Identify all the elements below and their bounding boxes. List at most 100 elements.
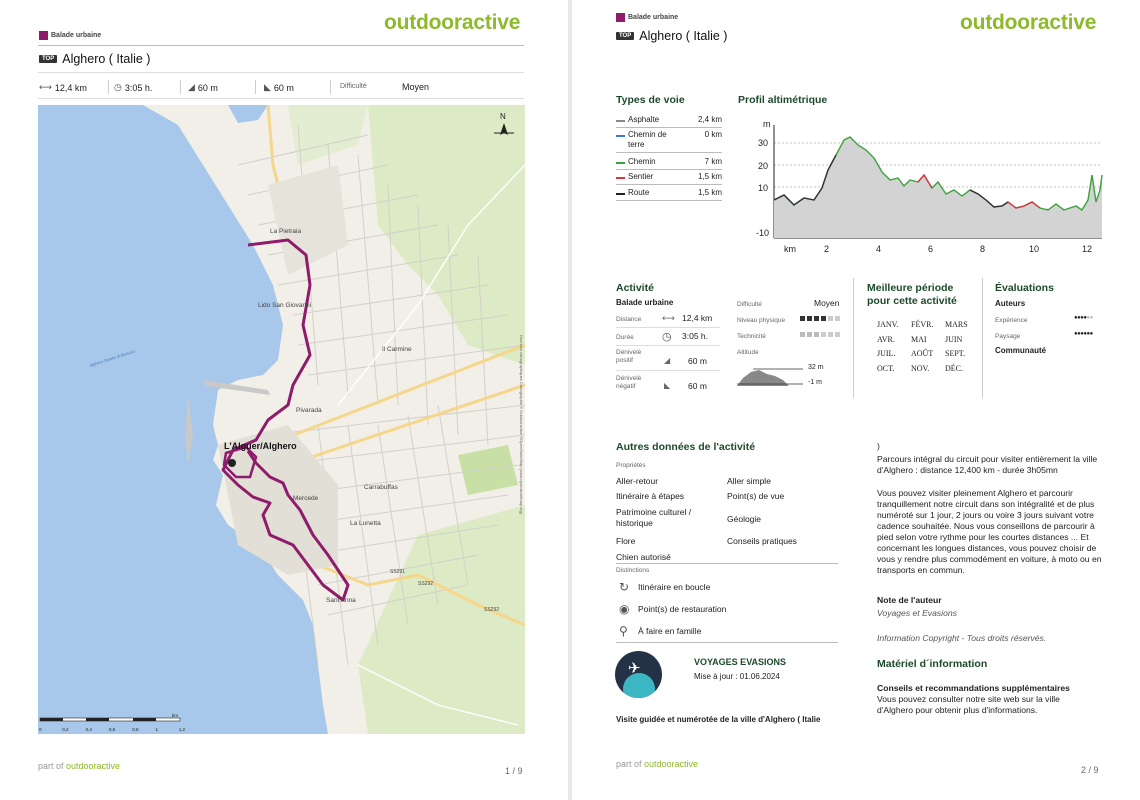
type-name: Chemin de terre — [628, 130, 667, 149]
clock-icon: ◷ — [114, 82, 122, 92]
y-tick: 10 — [758, 183, 768, 193]
distinction-item: À faire en famille — [638, 626, 702, 636]
page-number: 1 / 9 — [505, 766, 523, 776]
scale-tick: 0 — [39, 727, 42, 732]
property-item: Flore — [616, 536, 636, 546]
experience-label: Expérience — [995, 317, 1028, 324]
divider — [616, 563, 838, 564]
descent-label: Dénivelé négatif — [616, 375, 642, 390]
divider — [38, 72, 524, 73]
type-row: Chemin de terre 0 km — [616, 130, 722, 153]
property-item: Aller-retour — [616, 476, 659, 486]
property-item: Aller simple — [727, 476, 771, 486]
brand-logo: outdooractive — [960, 11, 1097, 34]
distance-label: Distance — [616, 316, 642, 323]
property-item: Géologie — [727, 514, 762, 524]
map-label: Carrabuffas — [364, 484, 399, 491]
property-item: Itinéraire à étapes — [616, 491, 685, 501]
type-swatch — [616, 193, 625, 195]
property-item: Chien autorisé — [616, 552, 671, 562]
separator — [853, 278, 854, 398]
category: Balade urbaine — [39, 31, 101, 40]
difficulty-value: Moyen — [814, 298, 840, 308]
clock-icon: ◷ — [662, 331, 672, 343]
page-title: TOP Alghero ( Italie ) — [616, 29, 727, 43]
distinctions-label: Distinctions — [616, 567, 650, 574]
ascent-value: 60 m — [688, 356, 707, 366]
category-label: Balade urbaine — [51, 32, 102, 39]
month-cell: NOV. — [911, 363, 930, 373]
scale-tick: 0,6 — [109, 727, 116, 732]
type-name: Route — [628, 188, 650, 197]
community-label: Communauté — [995, 346, 1047, 355]
physical-label: Niveau physique — [737, 317, 786, 324]
authors-label: Auteurs — [995, 299, 1026, 308]
month-cell: SEPT. — [945, 349, 966, 358]
descent-value: 60 m — [273, 82, 294, 93]
type-value: 1,5 km — [697, 172, 722, 181]
advice-title: Conseils et recommandations supplémentai… — [877, 683, 1070, 693]
ascent-icon: ◢ — [664, 356, 671, 365]
profile-title: Profil altimétrique — [738, 94, 828, 106]
type-row: Chemin 7 km — [616, 157, 722, 170]
trip-subtitle: Visite guidée et numérotée de la ville d… — [616, 715, 821, 724]
type-name: Sentier — [628, 172, 654, 181]
map-label: La Pietraia — [270, 228, 301, 235]
author-avatar: ✈ — [615, 651, 662, 698]
difficulty-label: Difficulté — [737, 301, 762, 308]
type-swatch — [616, 135, 625, 137]
road-label: SS292 — [418, 581, 433, 587]
route-map[interactable]: La Pietraia Lido San Giovanni Il Carmine… — [38, 105, 525, 734]
page-number: 2 / 9 — [1081, 765, 1099, 775]
brand-logo: outdooractive — [384, 11, 521, 34]
month-cell: MAI — [911, 334, 927, 344]
property-item: Conseils pratiques — [727, 536, 797, 546]
descent-value: 60 m — [688, 381, 707, 391]
x-tick: 8 — [980, 244, 985, 254]
x-unit: km — [784, 244, 796, 254]
author-note: Voyages et Evasions — [877, 608, 957, 618]
altitude-icon — [737, 368, 803, 386]
descent-icon: ◣ — [264, 82, 271, 92]
type-swatch — [616, 162, 625, 164]
type-swatch — [616, 120, 625, 122]
start-marker-icon[interactable] — [228, 459, 236, 467]
other-title: Autres données de l'activité — [616, 441, 756, 453]
month-cell: MARS — [945, 320, 968, 329]
alt-max: 32 m — [808, 364, 824, 371]
scale-tick: 0,4 — [86, 727, 93, 732]
landscape-rating: ●●●●●● — [1074, 331, 1093, 337]
map-copyright: Données cartographiques Cartographie © O… — [519, 335, 524, 515]
separator — [330, 80, 331, 94]
title-text: Alghero ( Italie ) — [62, 52, 151, 66]
month-cell: OCT. — [877, 363, 895, 373]
town-label: L'Alguer/Alghero — [224, 441, 297, 451]
scale-tick: 1,2 — [179, 727, 186, 732]
type-value: 1,5 km — [697, 188, 722, 197]
description-1: Parcours intégral du circuit pour visite… — [877, 454, 1098, 475]
distinction-item: Itinéraire en boucle — [638, 582, 711, 592]
north-arrow-icon: N — [494, 112, 514, 135]
y-tick: -10 — [756, 228, 769, 238]
technique-level — [800, 332, 840, 337]
x-tick: 6 — [928, 244, 933, 254]
month-cell: AVR. — [877, 334, 895, 344]
elevation-profile: m 30 20 10 -10 km 2 4 6 8 10 12 — [756, 119, 1103, 254]
author-name: VOYAGES EVASIONS — [694, 657, 787, 667]
ascent-value: 60 m — [197, 82, 218, 93]
duration-value: 3:05 h. — [124, 82, 153, 93]
road-label: SS291 — [390, 569, 405, 575]
difficulty-value: Moyen — [402, 82, 430, 92]
map-label: Lido San Giovanni — [258, 302, 311, 309]
divider — [616, 345, 720, 346]
distance-icon: ⟷ — [662, 313, 675, 323]
page-title: TOP Alghero ( Italie ) — [39, 52, 150, 66]
map-label: Sant'Anna — [326, 597, 356, 604]
duration-value: 3:05 h. — [682, 331, 708, 341]
description-2: Vous pouvez visiter pleinement Alghero e… — [877, 488, 1102, 575]
difficulty-label: Difficulté — [340, 83, 367, 90]
x-tick: 12 — [1082, 244, 1092, 254]
activity-type: Balade urbaine — [616, 298, 674, 307]
title-text: Alghero ( Italie ) — [639, 29, 728, 43]
category: Balade urbaine — [616, 13, 678, 22]
